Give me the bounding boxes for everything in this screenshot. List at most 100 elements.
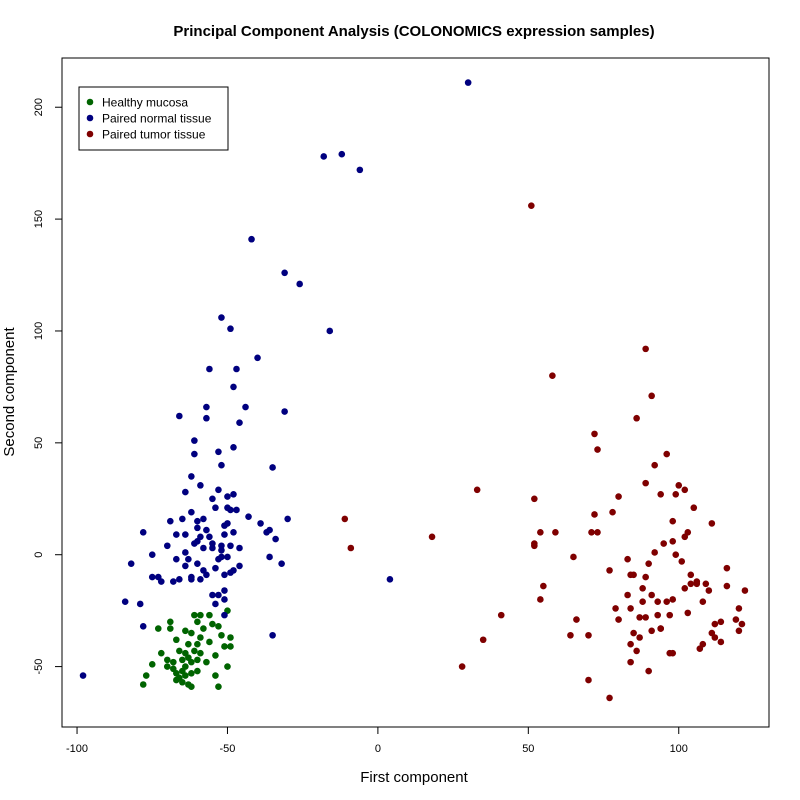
point-healthy-mucosa xyxy=(182,627,189,635)
point-healthy-mucosa xyxy=(215,683,222,691)
point-paired-normal-tissue xyxy=(212,564,219,572)
point-paired-normal-tissue xyxy=(203,403,210,411)
point-healthy-mucosa xyxy=(157,649,165,657)
point-paired-normal-tissue xyxy=(230,567,237,574)
point-healthy-mucosa xyxy=(182,663,189,670)
point-paired-normal-tissue xyxy=(269,464,276,471)
point-paired-normal-tissue xyxy=(212,504,219,512)
point-paired-tumor-tissue xyxy=(681,584,689,592)
point-paired-normal-tissue xyxy=(218,553,225,561)
point-healthy-mucosa xyxy=(167,625,174,632)
point-paired-tumor-tissue xyxy=(660,540,668,547)
point-paired-tumor-tissue xyxy=(690,504,698,512)
point-paired-tumor-tissue xyxy=(642,345,649,353)
point-paired-tumor-tissue xyxy=(606,694,613,702)
point-paired-normal-tissue xyxy=(320,153,328,160)
point-healthy-mucosa xyxy=(209,620,216,628)
point-paired-tumor-tissue xyxy=(645,667,652,675)
point-paired-tumor-tissue xyxy=(738,620,746,628)
point-paired-tumor-tissue xyxy=(497,611,505,619)
point-healthy-mucosa xyxy=(154,625,162,632)
point-healthy-mucosa xyxy=(212,672,219,679)
point-healthy-mucosa xyxy=(188,670,195,677)
legend-marker-healthy-mucosa xyxy=(86,98,94,106)
point-paired-normal-tissue xyxy=(209,544,216,552)
point-paired-tumor-tissue xyxy=(648,591,655,599)
point-paired-normal-tissue xyxy=(233,506,240,514)
y-axis-label: Second component xyxy=(1,327,18,457)
point-paired-normal-tissue xyxy=(221,531,228,538)
point-paired-normal-tissue xyxy=(221,611,228,619)
point-paired-tumor-tissue xyxy=(687,571,695,579)
y-tick-label: 200 xyxy=(33,98,45,116)
point-paired-normal-tissue xyxy=(136,600,144,608)
point-healthy-mucosa xyxy=(188,658,195,666)
point-paired-normal-tissue xyxy=(224,493,231,500)
point-paired-tumor-tissue xyxy=(428,533,436,541)
point-paired-tumor-tissue xyxy=(708,520,716,527)
point-paired-tumor-tissue xyxy=(567,631,574,639)
point-paired-normal-tissue xyxy=(127,560,135,567)
point-paired-normal-tissue xyxy=(139,623,147,630)
point-paired-tumor-tissue xyxy=(594,529,601,536)
point-paired-normal-tissue xyxy=(464,79,472,86)
point-paired-normal-tissue xyxy=(188,508,195,516)
point-paired-tumor-tissue xyxy=(458,663,466,670)
point-healthy-mucosa xyxy=(206,611,213,619)
point-paired-tumor-tissue xyxy=(615,616,622,623)
point-healthy-mucosa xyxy=(176,647,183,655)
point-paired-tumor-tissue xyxy=(657,625,664,632)
point-paired-normal-tissue xyxy=(218,461,225,469)
point-paired-normal-tissue xyxy=(188,576,195,583)
point-healthy-mucosa xyxy=(197,649,204,657)
point-paired-normal-tissue xyxy=(170,578,177,585)
point-paired-tumor-tissue xyxy=(585,676,592,684)
point-paired-tumor-tissue xyxy=(624,591,631,599)
point-paired-tumor-tissue xyxy=(699,598,707,606)
point-paired-tumor-tissue xyxy=(639,584,646,592)
point-paired-normal-tissue xyxy=(296,280,303,288)
point-paired-tumor-tissue xyxy=(531,495,538,503)
legend-label-paired-normal-tissue: Paired normal tissue xyxy=(102,112,212,126)
point-paired-tumor-tissue xyxy=(570,553,577,561)
point-paired-normal-tissue xyxy=(227,542,234,550)
point-paired-normal-tissue xyxy=(272,535,279,543)
point-paired-tumor-tissue xyxy=(654,598,661,606)
point-paired-tumor-tissue xyxy=(672,551,680,559)
point-paired-tumor-tissue xyxy=(687,580,695,588)
point-paired-normal-tissue xyxy=(227,325,234,333)
point-paired-tumor-tissue xyxy=(717,638,725,646)
point-paired-normal-tissue xyxy=(212,600,219,608)
point-paired-tumor-tissue xyxy=(672,491,680,498)
point-paired-normal-tissue xyxy=(338,150,346,158)
point-paired-tumor-tissue xyxy=(642,573,649,581)
point-paired-normal-tissue xyxy=(230,444,237,451)
point-paired-normal-tissue xyxy=(266,553,273,561)
x-tick-label: 0 xyxy=(375,743,381,755)
point-healthy-mucosa xyxy=(215,623,222,630)
legend-label-healthy-mucosa: Healthy mucosa xyxy=(102,96,188,110)
point-paired-normal-tissue xyxy=(269,631,276,639)
point-paired-normal-tissue xyxy=(209,591,216,599)
point-healthy-mucosa xyxy=(179,656,186,664)
point-healthy-mucosa xyxy=(191,611,198,619)
point-healthy-mucosa xyxy=(206,638,213,646)
point-paired-tumor-tissue xyxy=(528,202,535,209)
point-paired-tumor-tissue xyxy=(645,560,652,567)
point-paired-normal-tissue xyxy=(236,544,243,552)
point-paired-normal-tissue xyxy=(278,560,285,567)
x-tick-label: 100 xyxy=(670,743,688,755)
point-healthy-mucosa xyxy=(188,683,195,691)
point-paired-normal-tissue xyxy=(139,529,147,536)
point-paired-normal-tissue xyxy=(79,672,87,679)
point-paired-tumor-tissue xyxy=(552,529,559,536)
point-paired-tumor-tissue xyxy=(585,631,592,639)
point-healthy-mucosa xyxy=(142,672,150,679)
point-paired-tumor-tissue xyxy=(732,616,740,623)
point-paired-normal-tissue xyxy=(266,526,273,534)
data-points xyxy=(79,79,749,702)
point-paired-tumor-tissue xyxy=(669,596,677,603)
point-paired-tumor-tissue xyxy=(606,567,613,574)
chart-title: Principal Component Analysis (COLONOMICS… xyxy=(173,23,654,40)
point-paired-tumor-tissue xyxy=(573,616,580,623)
